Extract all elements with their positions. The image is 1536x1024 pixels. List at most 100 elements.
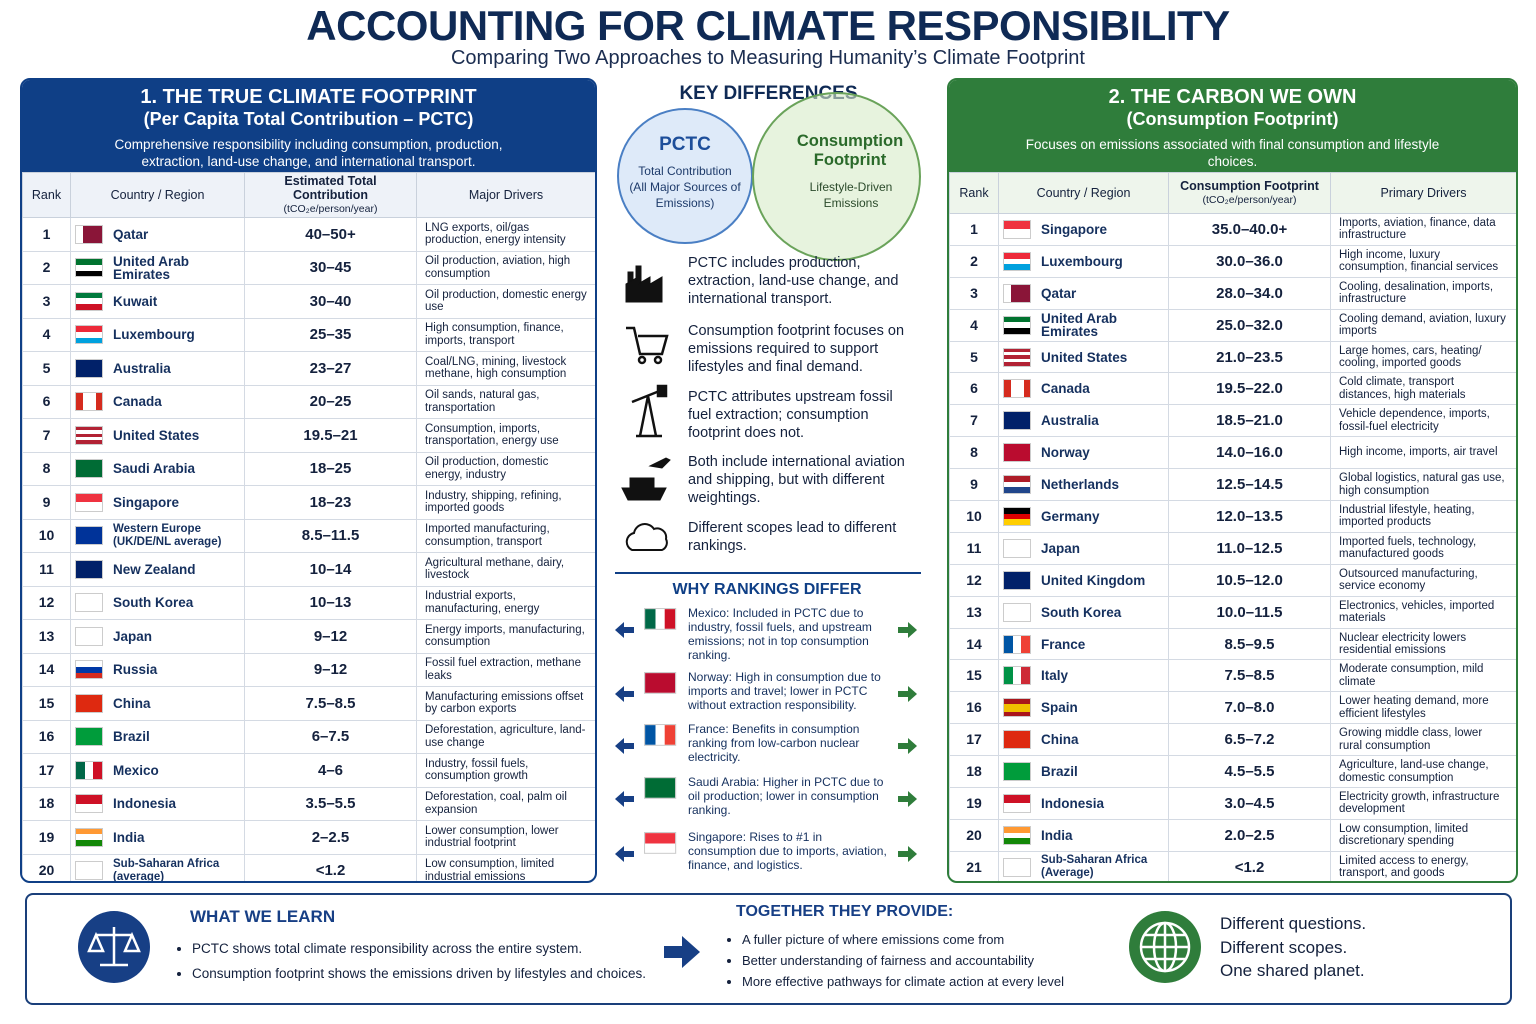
country-name: United Arab Emirates	[1041, 311, 1118, 340]
country-name: Italy	[1041, 668, 1069, 684]
country-name: Saudi Arabia	[113, 461, 196, 477]
flag-stripe	[1004, 635, 1013, 653]
flag	[644, 608, 677, 630]
data-table: Rank Country / Region Estimated Total Cont…	[22, 172, 595, 883]
table-row: 17 Mexico 4–6 Industry, fossil fuels, consu…	[22, 753, 595, 788]
ranking-note: Singapore: Rises to #1 in consumption du…	[688, 830, 887, 872]
flag	[75, 727, 103, 747]
footer-title: WHAT WE LEARN	[190, 907, 336, 926]
value: 19.5–22.0	[1168, 372, 1331, 406]
drivers: Agriculture, land-use change, domestic c…	[1330, 755, 1516, 789]
country-name: South Korea	[1041, 604, 1122, 620]
country: Norway	[1003, 443, 1164, 463]
drivers: Global logistics, natural gas use, high …	[1330, 468, 1516, 502]
country-cell: Australia	[998, 404, 1169, 438]
table-row: 3 Qatar 28.0–34.0 Cooling, desalination, im…	[949, 276, 1516, 310]
country-cell: New Zealand	[70, 552, 245, 587]
table-row: 11 New Zealand 10–14 Agricultural methane, …	[22, 552, 595, 587]
rank: 8	[22, 451, 71, 486]
country: Kuwait	[75, 291, 240, 311]
column-header: Rank	[22, 172, 71, 218]
globe-icon	[1129, 911, 1201, 983]
country: Western Europe (UK/DE/NL average)	[75, 523, 240, 549]
factory-icon	[625, 265, 663, 303]
bullet-list: A fuller picture of where emissions come…	[726, 929, 1122, 992]
country: South Korea	[1003, 602, 1164, 622]
rank: 7	[22, 418, 71, 453]
value: 18–23	[244, 485, 417, 520]
flag-stripe	[1004, 803, 1030, 812]
country: Singapore	[1003, 219, 1164, 239]
country-name: Japan	[1041, 540, 1081, 556]
flag-stripe	[76, 761, 85, 779]
country-cell: Mexico	[70, 753, 245, 788]
flag-stripe	[1004, 763, 1030, 781]
flag	[75, 224, 103, 244]
country-name: Canada	[113, 394, 162, 410]
value: 2–2.5	[244, 820, 417, 855]
country-cell: China	[70, 686, 245, 721]
drivers: Consumption, imports, transportation, en…	[416, 418, 595, 453]
flag-stripe	[1004, 229, 1030, 238]
arrows	[615, 686, 917, 702]
country: Mexico	[75, 760, 240, 780]
flag-stripe	[1004, 220, 1030, 230]
country-cell: Canada	[70, 384, 245, 419]
right-arrow	[898, 686, 917, 702]
divider	[615, 572, 921, 574]
country-name: Sub-Saharan Africa (average)	[113, 857, 220, 883]
oil-pump-icon	[631, 384, 668, 438]
flag	[75, 593, 103, 613]
rank: 19	[22, 820, 71, 855]
flag	[644, 832, 677, 854]
value: 20–25	[244, 384, 417, 419]
flag-stripe	[1004, 794, 1030, 804]
header-row: Rank Country / Region Estimated Total Cont…	[22, 172, 595, 218]
flag-stripe	[76, 460, 102, 478]
table-row: 1 Singapore 35.0–40.0+ Imports, aviation, f…	[949, 213, 1516, 246]
drivers: Deforestation, agriculture, land-use cha…	[416, 719, 595, 754]
table-row: 20 India 2.0–2.5 Low consumption, limited d…	[949, 818, 1516, 852]
drivers: Cooling, desalination, imports, infrastr…	[1330, 276, 1516, 310]
rank: 1	[949, 213, 999, 246]
flag-stripe	[84, 761, 94, 779]
value: 18–25	[244, 451, 417, 486]
country-cell: Sub-Saharan Africa (Average)	[998, 850, 1169, 881]
flag-stripe	[76, 560, 102, 578]
table-row: 3 Kuwait 30–40 Oil production, domestic ene…	[22, 284, 595, 319]
rank: 2	[949, 244, 999, 278]
table-row: 19 India 2–2.5 Lower consumption, lower ind…	[22, 820, 595, 855]
right-arrow	[898, 846, 917, 862]
country-name: France	[1041, 636, 1086, 652]
value: 7.5–8.5	[1168, 659, 1331, 693]
flag-stripe	[76, 828, 102, 835]
flag-stripe	[89, 225, 96, 243]
country: Italy	[1003, 666, 1164, 686]
flag-stripe	[76, 728, 102, 746]
country-cell: China	[998, 723, 1169, 757]
flag	[75, 827, 103, 847]
country: Luxembourg	[1003, 251, 1164, 271]
flag	[1003, 219, 1031, 239]
country-cell: Italy	[998, 659, 1169, 693]
country-cell: United States	[998, 340, 1169, 374]
column-header: Country / Region	[998, 172, 1169, 214]
flag-stripe	[76, 298, 102, 305]
country-name: United States	[113, 427, 200, 443]
flag	[75, 392, 103, 412]
country-name: China	[113, 695, 151, 711]
flag	[75, 660, 103, 680]
country: Japan	[75, 626, 240, 646]
drivers: Moderate consumption, mild climate	[1330, 659, 1516, 693]
country-cell: Japan	[998, 531, 1169, 565]
country-name: India	[1041, 827, 1073, 843]
flag	[1003, 506, 1031, 526]
flag-stripe	[76, 326, 102, 332]
key-difference: PCTC attributes upstream fossil fuel ext…	[688, 389, 893, 441]
drivers: Nuclear electricity lowers residential e…	[1330, 627, 1516, 661]
country-name: Australia	[113, 360, 171, 376]
country-cell: United States	[70, 418, 245, 453]
country: Canada	[75, 392, 240, 412]
ranking-note: Norway: High in consumption due to impor…	[688, 670, 881, 712]
